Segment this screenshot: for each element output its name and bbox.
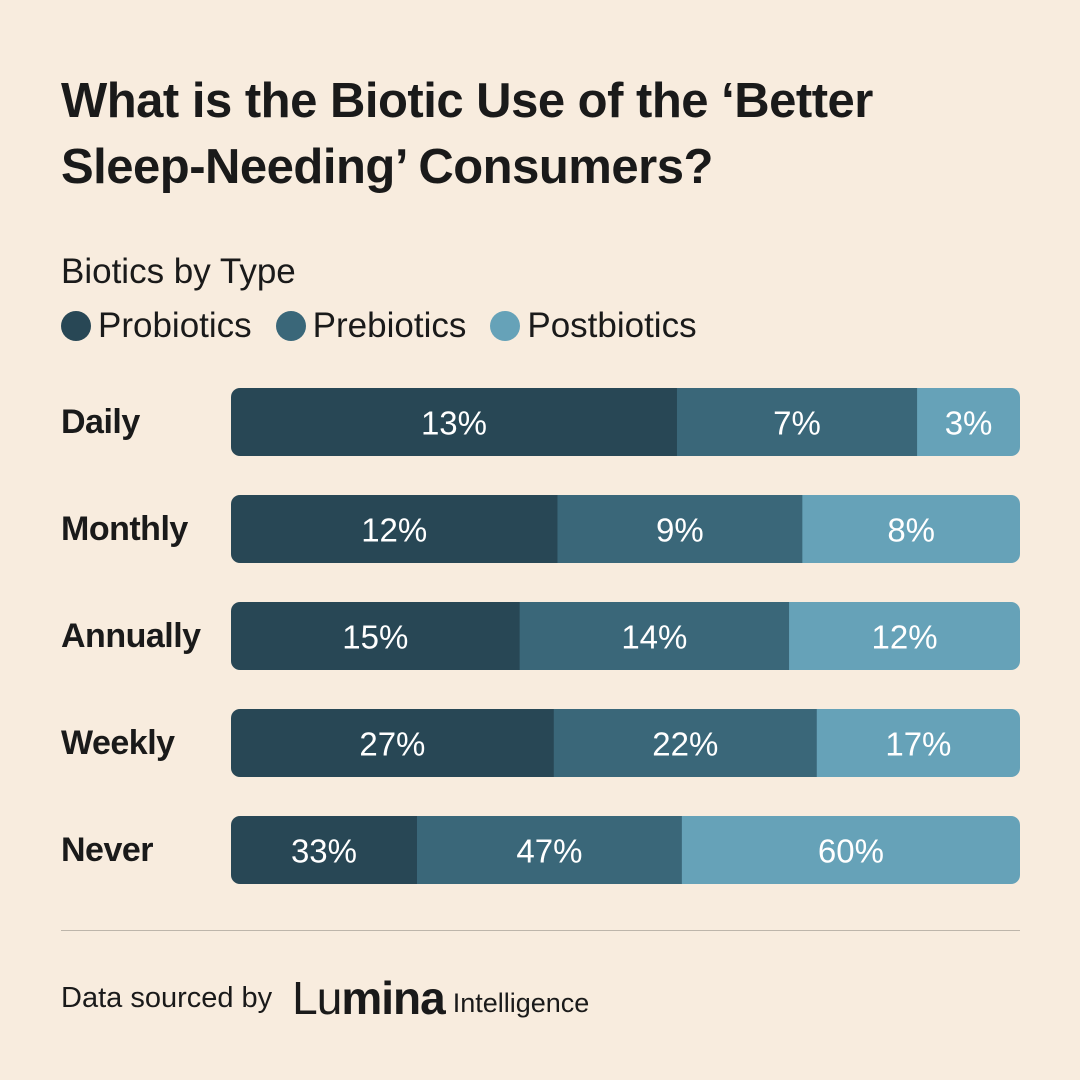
data-label: 14% [621,619,687,656]
bar-row-never [231,816,1020,884]
brand-logo: Lumina Intelligence [292,973,589,1023]
bar-segment-postbiotics [802,495,1020,563]
data-label: 33% [291,833,357,870]
brand-name-light: Lu [292,972,342,1024]
data-label: 47% [516,833,582,870]
brand-name-bold: mina [341,972,445,1024]
bar-segment-probiotics [231,709,555,777]
source-label: Data sourced by [61,982,273,1014]
row-label-daily: Daily [61,403,140,441]
bar-segment-probiotics [231,602,521,670]
bar-segment-postbiotics [681,816,1020,884]
row-label-never: Never [61,831,153,869]
data-label: 12% [361,512,427,549]
chart-subtitle: Biotics by Type [61,252,296,291]
bar-segment-prebiotics [553,709,818,777]
legend-label: Prebiotics [312,306,467,345]
brand-name: Lumina [292,972,446,1024]
data-label: 60% [818,833,884,870]
data-label: 3% [945,405,993,442]
bar-segment-prebiotics [676,388,918,456]
row-label-weekly: Weekly [61,724,175,762]
data-label: 17% [885,726,951,763]
bar-segment-postbiotics [816,709,1020,777]
row-label-annually: Annually [61,617,201,655]
legend-item-prebiotics: Prebiotics [275,304,467,348]
bar-segment-prebiotics [519,602,790,670]
legend-label: Postbiotics [527,306,697,345]
bar-segment-probiotics [231,816,418,884]
data-label: 9% [656,512,704,549]
bar-segment-probiotics [231,495,558,563]
bar-segment-probiotics [231,388,678,456]
legend-swatch [61,311,91,341]
row-label-monthly: Monthly [61,510,188,548]
data-label: 27% [359,726,425,763]
legend-item-probiotics: Probiotics [61,304,252,348]
bar-row-weekly [231,709,1020,777]
bar-row-annually [231,602,1020,670]
legend-swatch [490,311,521,341]
legend-item-postbiotics: Postbiotics [490,304,697,348]
bar-segment-postbiotics [789,602,1020,670]
legend-swatch [275,311,306,341]
bar-row-daily [231,388,1020,456]
bar-row-monthly [231,495,1020,563]
brand-subtitle: Intelligence [452,988,590,1018]
chart-title: What is the Biotic Use of the ‘Better Sl… [61,74,873,194]
bar-segment-postbiotics [917,388,1020,456]
data-label: 13% [421,405,487,442]
data-label: 12% [872,619,938,656]
footer: Data sourced by Lumina Intelligence [61,968,589,1028]
data-label: 22% [652,726,718,763]
data-label: 7% [773,405,821,442]
bar-segment-prebiotics [416,816,683,884]
legend-label: Probiotics [98,306,252,345]
data-label: 15% [342,619,408,656]
legend: Probiotics Prebiotics Postbiotics [61,304,721,348]
bar-segment-prebiotics [557,495,803,563]
data-label: 8% [887,512,935,549]
footer-divider [61,930,1020,931]
